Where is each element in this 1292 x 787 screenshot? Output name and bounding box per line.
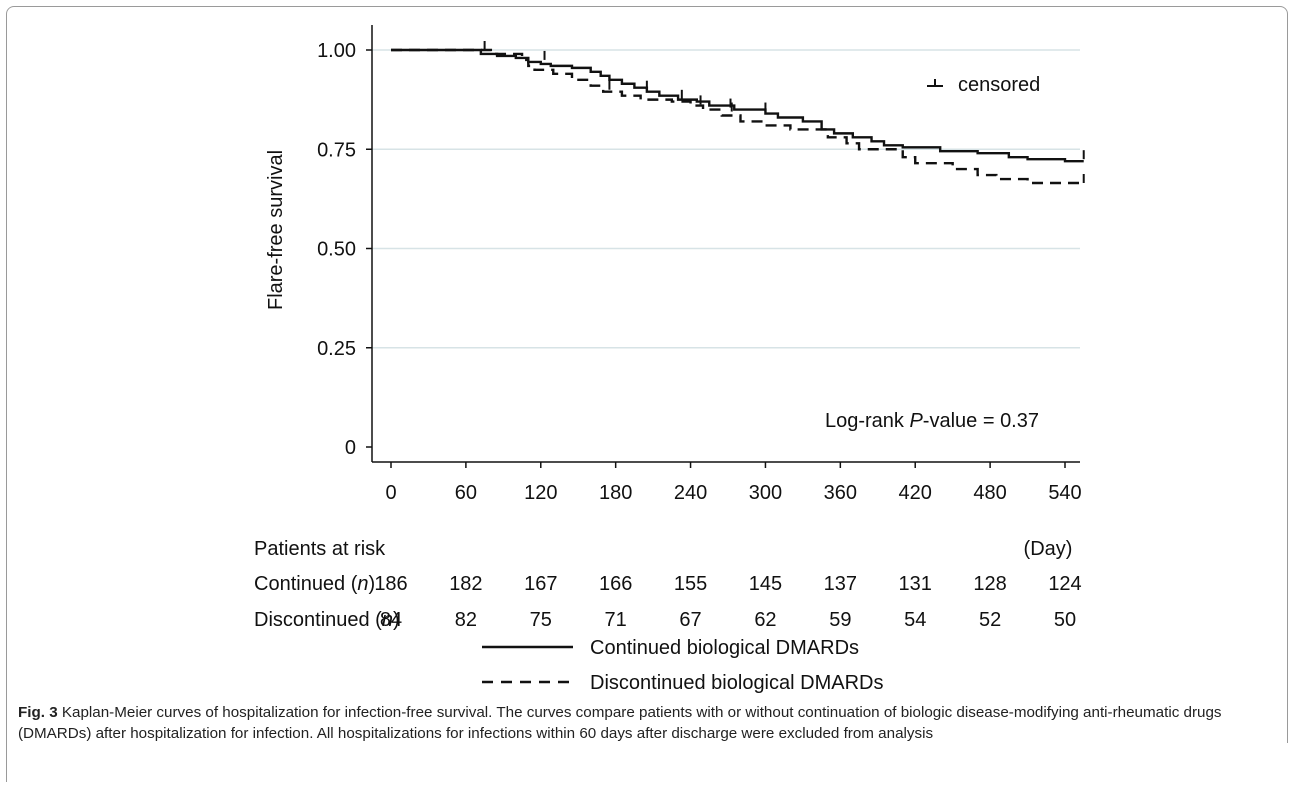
logrank-prefix: Log-rank <box>825 410 910 432</box>
x-tick-label: 120 <box>524 482 557 504</box>
figure-caption: Fig. 3 Kaplan-Meier curves of hospitaliz… <box>18 702 1278 744</box>
y-tick-label: 0 <box>345 437 356 459</box>
risk-value: 54 <box>904 609 926 631</box>
series-line-discontinued <box>391 48 1085 185</box>
x-tick-label: 480 <box>973 482 1006 504</box>
x-tick-label: 360 <box>824 482 857 504</box>
x-unit-label: (Day) <box>1024 538 1073 560</box>
risk-row-label-close: ) <box>393 609 400 631</box>
risk-value: 52 <box>979 609 1001 631</box>
risk-value: 82 <box>455 609 477 631</box>
censor-legend-label: censored <box>958 74 1040 96</box>
axes: 1.00 0.75 0.50 0.25 0 0 60 120 180 240 300 360 420 48… <box>317 25 1082 504</box>
risk-table-header: Patients at risk <box>254 538 386 560</box>
logrank-annotation: Log-rank P-value = 0.37 <box>825 410 1039 432</box>
x-tick-label: 60 <box>455 482 477 504</box>
km-chart: 1.00 0.75 0.50 0.25 0 0 60 120 180 240 300 360 420 48… <box>254 25 1085 694</box>
grid <box>372 49 1080 349</box>
risk-value: 50 <box>1054 609 1076 631</box>
censor-mark-icon <box>927 79 943 87</box>
legend-label-discontinued: Discontinued biological DMARDs <box>590 672 883 694</box>
series-line-continued <box>391 48 1084 163</box>
risk-row-label-continued: Continued (n) <box>254 573 375 595</box>
risk-row-label-close: ) <box>369 573 376 595</box>
y-tick-label: 0.25 <box>317 338 356 360</box>
caption-text: Kaplan-Meier curves of hospitalization f… <box>18 704 1222 742</box>
x-tick-label: 240 <box>674 482 707 504</box>
risk-row-label-discontinued: Discontinued (n) <box>254 609 400 631</box>
x-tick-label: 540 <box>1048 482 1081 504</box>
series-legend: Continued biological DMARDs Discontinued… <box>482 637 883 694</box>
censor-legend: censored <box>927 74 1040 96</box>
logrank-suffix: -value = 0.37 <box>923 410 1039 432</box>
figure-border-tail <box>6 730 7 782</box>
risk-value: 84 <box>380 609 402 631</box>
risk-value: 167 <box>524 573 557 595</box>
risk-value: 128 <box>973 573 1006 595</box>
risk-row-label-n: n <box>357 573 368 595</box>
caption-figure-number: Fig. 3 <box>18 704 58 721</box>
risk-value: 186 <box>374 573 407 595</box>
risk-row-label-text: Discontinued ( <box>254 609 382 631</box>
series <box>391 41 1085 185</box>
risk-value: 182 <box>449 573 482 595</box>
y-tick-label: 1.00 <box>317 40 356 62</box>
logrank-p: P <box>909 410 923 432</box>
y-axis-label: Flare-free survival <box>265 150 287 310</box>
risk-table: Continued (n) Discontinued (n) 186 182 167… <box>254 573 1082 631</box>
risk-value: 75 <box>530 609 552 631</box>
risk-value: 137 <box>824 573 857 595</box>
risk-value: 59 <box>829 609 851 631</box>
y-tick-label: 0.50 <box>317 239 356 261</box>
risk-value: 131 <box>899 573 932 595</box>
figure-border <box>6 6 1288 743</box>
risk-value: 67 <box>679 609 701 631</box>
risk-value: 71 <box>605 609 627 631</box>
risk-row-label-n: n <box>382 609 393 631</box>
risk-value: 124 <box>1048 573 1081 595</box>
legend-label-continued: Continued biological DMARDs <box>590 637 859 659</box>
x-tick-label: 180 <box>599 482 632 504</box>
risk-value: 62 <box>754 609 776 631</box>
risk-value: 166 <box>599 573 632 595</box>
risk-value: 155 <box>674 573 707 595</box>
x-tick-label: 300 <box>749 482 782 504</box>
x-tick-label: 0 <box>385 482 396 504</box>
risk-value: 145 <box>749 573 782 595</box>
y-tick-label: 0.75 <box>317 139 356 161</box>
risk-row-label-text: Continued ( <box>254 573 358 595</box>
x-tick-label: 420 <box>899 482 932 504</box>
